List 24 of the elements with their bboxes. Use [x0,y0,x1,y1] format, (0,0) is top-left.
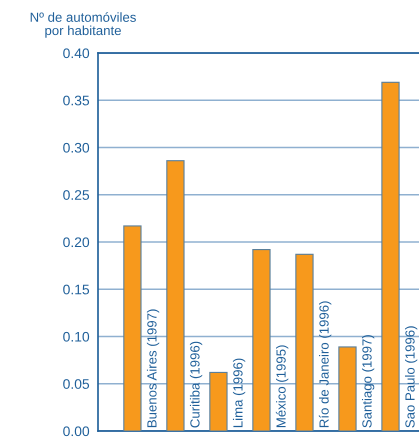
y-tick-label: 0.10 [63,332,90,342]
y-tick-label: 0.25 [63,190,90,200]
y-tick-label: 0.35 [63,96,90,106]
y-tick-label: 0.00 [63,426,90,436]
bar [381,82,400,431]
y-axis-title: Nº de automóviles por habitante [30,12,136,38]
bar [209,372,228,431]
x-tick-label: Santiago (1997) [362,335,374,428]
x-tick-label: Buenos Aires (1997) [146,309,160,428]
bar [166,160,185,431]
y-tick-label: 0.30 [63,142,90,153]
y-tick-label: 0.40 [63,48,90,58]
x-tick-label: Lima (1996) [232,358,246,428]
x-tick-label: Curitiba (1996) [190,342,202,428]
x-tick-label: México (1995) [276,345,288,428]
bar [338,346,357,431]
y-tick-label: 0.05 [63,379,90,389]
bar [123,225,142,431]
y-tick-label: 0.20 [63,237,90,248]
y-tick-label: 0.15 [63,284,90,294]
x-tick-label: Sao Paulo (1996) [404,326,418,428]
bar [252,249,271,431]
bar [295,254,314,431]
x-tick-label: Río de Janeiro (1996) [318,301,332,428]
